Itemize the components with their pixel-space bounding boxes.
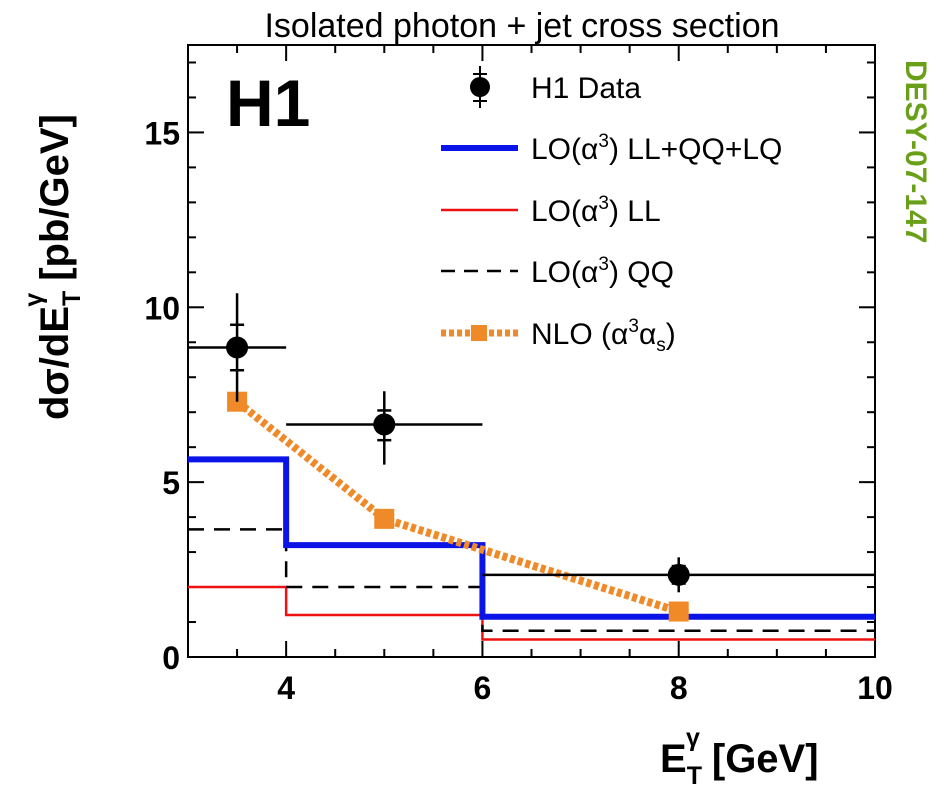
- y-tick-label: 0: [162, 640, 180, 676]
- axis-ticks: 4 6 8 10 0 5 10 15: [144, 45, 893, 706]
- series-line-0: [188, 456, 875, 620]
- legend-entry-lo-qq: LO(α3) QQ: [441, 254, 674, 289]
- y-tick-label: 15: [144, 115, 180, 151]
- legend-label-nlo: NLO (α3αs): [531, 316, 676, 356]
- y-tick-label: 10: [144, 290, 180, 326]
- chart-title: Isolated photon + jet cross section: [264, 7, 779, 45]
- legend-entry-lo-ll: LO(α3) LL: [441, 193, 661, 228]
- data-point: [667, 563, 690, 586]
- series-line-2: [188, 528, 875, 633]
- x-tick-label: 10: [857, 670, 893, 706]
- legend-label-lo-ll: LO(α3) LL: [531, 193, 661, 228]
- legend-label-lo-qq: LO(α3) QQ: [531, 254, 674, 289]
- y-tick-label: 5: [162, 465, 180, 501]
- desy-reference: DESY-07-147: [899, 60, 932, 243]
- series-line-1: [188, 585, 875, 641]
- legend-label-lo-all: LO(α3) LL+QQ+LQ: [531, 131, 782, 166]
- x-axis-title: ETγ [GeV]: [660, 724, 819, 785]
- legend-nlo-marker: [471, 325, 487, 341]
- h1-logo: H1: [226, 66, 310, 140]
- nlo-marker: [668, 601, 689, 622]
- x-tick-label: 6: [474, 670, 492, 706]
- legend-label-h1-data: H1 Data: [531, 72, 641, 105]
- series-layer: [188, 391, 875, 641]
- data-point: [373, 413, 396, 436]
- nlo-marker: [374, 508, 395, 529]
- legend: H1 Data LO(α3) LL+QQ+LQ LO(α3) LL LO(α3)…: [441, 66, 782, 356]
- nlo-line: [234, 398, 680, 616]
- y-axis-title: dσ/dETγ[pb/GeV]: [20, 114, 86, 420]
- data-layer: [188, 293, 875, 593]
- legend-entry-lo-all: LO(α3) LL+QQ+LQ: [441, 131, 782, 166]
- x-tick-label: 4: [277, 670, 295, 706]
- legend-data-marker: [470, 77, 490, 97]
- x-tick-label: 8: [670, 670, 688, 706]
- legend-entry-h1-data: H1 Data: [470, 66, 641, 108]
- legend-entry-nlo: NLO (α3αs): [441, 316, 676, 356]
- data-point: [226, 336, 249, 359]
